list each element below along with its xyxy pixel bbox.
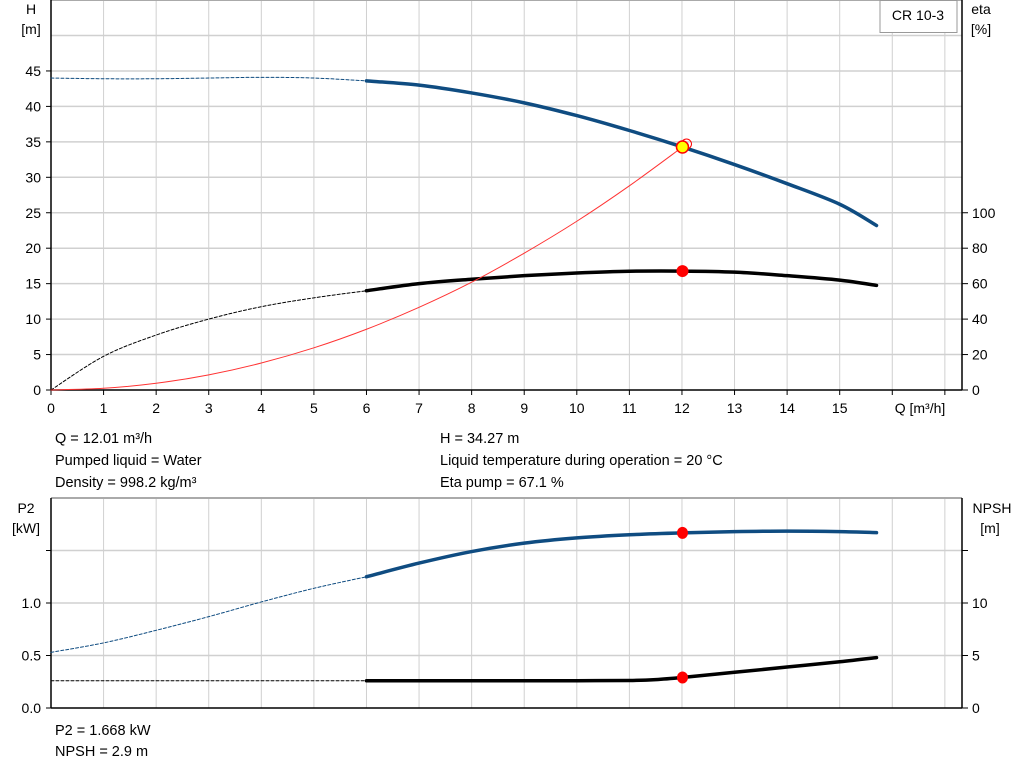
- eta-curve-solid: [364, 269, 879, 293]
- q-tick-label: 12: [674, 400, 690, 416]
- npsh-axis-label-name: NPSH: [973, 500, 1012, 516]
- h-tick-label: 5: [33, 347, 41, 363]
- eta-tick-label: 80: [972, 240, 988, 256]
- h-tick-label: 40: [25, 98, 41, 114]
- q-tick-label: 13: [727, 400, 743, 416]
- eta-tick-label: 100: [972, 205, 996, 221]
- npsh-operating-point: [676, 671, 688, 684]
- npsh-curve-solid: [364, 655, 879, 683]
- eta-axis-label-name: eta: [971, 1, 991, 17]
- info-npsh: NPSH = 2.9 m: [55, 744, 149, 760]
- legend-box: [879, 0, 958, 33]
- p2-tick-label: 1.0: [22, 595, 42, 611]
- eta-tick-label: 20: [972, 347, 988, 363]
- q-tick-label: 11: [622, 400, 637, 416]
- eta-curve-dashed: [50, 290, 367, 391]
- h-axis-label-unit: [m]: [21, 21, 40, 37]
- eta-operating-point: [676, 265, 689, 278]
- h-tick-label: 20: [25, 240, 41, 256]
- p2-axis-label-unit: [kW]: [12, 520, 40, 536]
- h-tick-label: 15: [25, 276, 41, 292]
- p2-tick-label: 0.5: [22, 648, 42, 664]
- npsh-tick-label: 10: [972, 595, 988, 611]
- info-density: Density = 998.2 kg/m³: [55, 475, 197, 491]
- npsh-axis-label-unit: [m]: [980, 520, 999, 536]
- info-liquid-temperature: Liquid temperature during operation = 20…: [440, 453, 723, 469]
- h-tick-label: 25: [25, 205, 41, 221]
- q-tick-label: 2: [152, 400, 160, 416]
- q-axis-label: Q [m³/h]: [895, 400, 946, 416]
- h-tick-label: 10: [25, 311, 41, 327]
- h-tick-label: 35: [25, 134, 41, 150]
- q-tick-label: 8: [468, 400, 476, 416]
- q-tick-label: 7: [415, 400, 423, 416]
- h-tick-label: 30: [25, 169, 41, 185]
- info-pumped-liquid: Pumped liquid = Water: [55, 453, 202, 469]
- eta-tick-label: 0: [972, 382, 980, 398]
- q-tick-label: 3: [205, 400, 213, 416]
- p2-curve-solid: [364, 529, 879, 579]
- q-tick-label: 0: [47, 400, 55, 416]
- h-axis-label-name: H: [26, 1, 36, 17]
- q-tick-label: 14: [779, 400, 795, 416]
- info-q: Q = 12.01 m³/h: [55, 431, 153, 447]
- info-p2: P2 = 1.668 kW: [55, 723, 151, 739]
- q-tick-label: 4: [257, 400, 265, 416]
- eta-tick-label: 40: [972, 311, 988, 327]
- head-curve-dashed: [50, 76, 367, 82]
- q-tick-label: 5: [310, 400, 318, 416]
- q-tick-label: 1: [100, 400, 108, 416]
- npsh-tick-label: 5: [972, 648, 980, 664]
- h-tick-label: 0: [33, 382, 41, 398]
- p2-tick-label: 0.0: [22, 700, 42, 716]
- q-tick-label: 10: [569, 400, 585, 416]
- info-h: H = 34.27 m: [440, 431, 520, 447]
- npsh-tick-label: 0: [972, 700, 980, 716]
- q-tick-label: 6: [363, 400, 371, 416]
- h-tick-label: 45: [25, 63, 41, 79]
- legend-label: CR 10-3: [892, 7, 944, 23]
- system-curve-solid: [50, 146, 683, 391]
- q-tick-label: 15: [832, 400, 848, 416]
- eta-tick-label: 60: [972, 276, 988, 292]
- q-tick-label: 9: [520, 400, 528, 416]
- info-eta-pump: Eta pump = 67.1 %: [440, 475, 564, 491]
- head-operating-point: [675, 140, 690, 154]
- eta-axis-label-unit: [%]: [971, 21, 991, 37]
- p2-operating-point: [676, 526, 688, 539]
- p2-axis-label-name: P2: [17, 500, 34, 516]
- head-curve-solid: [364, 79, 879, 228]
- p2-curve-dashed: [50, 576, 367, 653]
